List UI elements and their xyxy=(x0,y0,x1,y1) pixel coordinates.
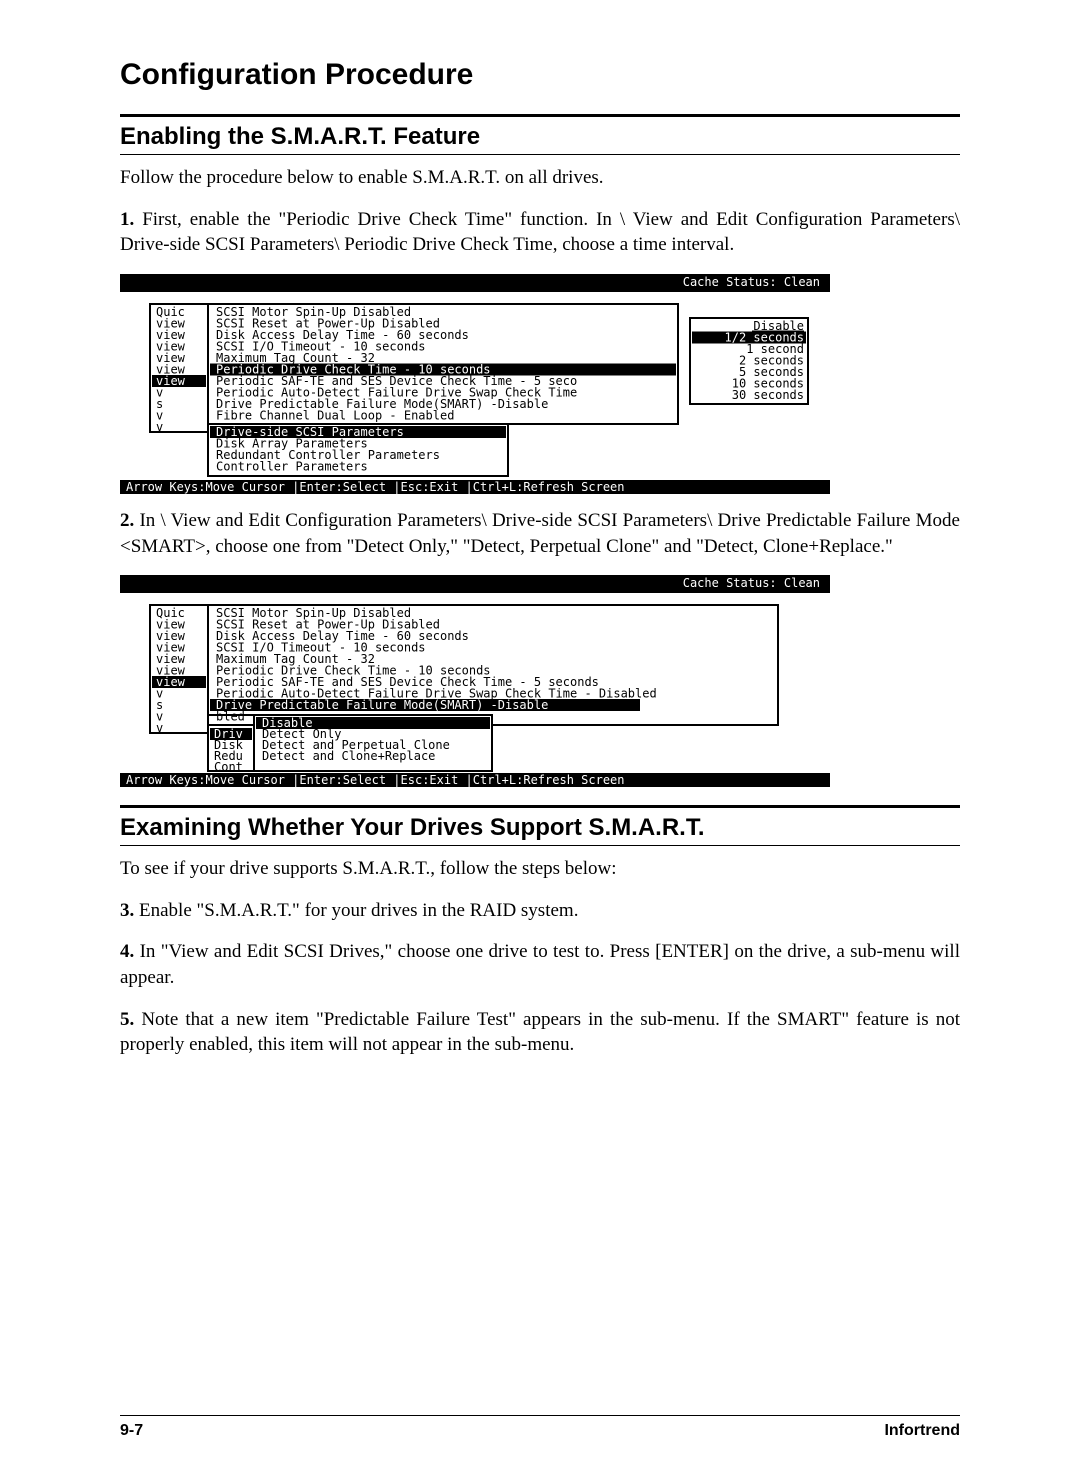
step-text: In \ View and Edit Configuration Paramet… xyxy=(120,510,960,557)
intro-text: Follow the procedure below to enable S.M… xyxy=(120,165,960,191)
brand: Infortrend xyxy=(884,1422,960,1440)
svg-text:Fibre Channel Dual Loop - Enab: Fibre Channel Dual Loop - Enabled xyxy=(216,408,454,422)
page-number: 9-7 xyxy=(120,1422,143,1440)
svg-text:Drive Predictable Failure Mode: Drive Predictable Failure Mode(SMART) -D… xyxy=(216,698,548,712)
svg-text:Detect and Clone+Replace: Detect and Clone+Replace xyxy=(262,749,435,763)
step-num: 5. xyxy=(120,1009,134,1030)
svg-text:v: v xyxy=(156,721,163,735)
terminal-screenshot-2: Cache Status: Clean Quicviewviewviewview… xyxy=(120,575,830,787)
divider xyxy=(120,845,960,846)
step-2: 2. In \ View and Edit Configuration Para… xyxy=(120,508,960,559)
page-title: Configuration Procedure xyxy=(120,58,960,92)
svg-text:Controller Parameters: Controller Parameters xyxy=(216,459,368,473)
svg-text:Cache Status: Clean: Cache Status: Clean xyxy=(683,576,820,590)
divider xyxy=(120,114,960,117)
step-num: 2. xyxy=(120,510,134,531)
svg-text:Arrow Keys:Move Cursor |Ente: Arrow Keys:Move Cursor |Enter:Select |Es… xyxy=(126,480,625,494)
step-1: 1. First, enable the "Periodic Drive Che… xyxy=(120,207,960,258)
section-title-1: Enabling the S.M.A.R.T. Feature xyxy=(120,123,960,151)
svg-text:30 seconds: 30 seconds xyxy=(732,388,804,402)
see-text: To see if your drive supports S.M.A.R.T.… xyxy=(120,856,960,882)
step-3: 3. Enable "S.M.A.R.T." for your drives i… xyxy=(120,898,960,924)
svg-text:Cont: Cont xyxy=(214,760,243,774)
step-num: 1. xyxy=(120,209,134,230)
step-text: First, enable the "Periodic Drive Check … xyxy=(120,209,960,256)
step-num: 3. xyxy=(120,900,134,921)
divider xyxy=(120,1415,960,1416)
terminal-screenshot-1: Cache Status: Clean Quicviewviewviewview… xyxy=(120,274,830,494)
step-text: Enable "S.M.A.R.T." for your drives in t… xyxy=(134,900,578,921)
divider xyxy=(120,805,960,808)
svg-text:Cache Status: Clean: Cache Status: Clean xyxy=(683,275,820,289)
svg-text:Arrow Keys:Move Cursor |Ente: Arrow Keys:Move Cursor |Enter:Select |Es… xyxy=(126,773,625,787)
page-footer: 9-7 Infortrend xyxy=(120,1415,960,1440)
step-text: Note that a new item "Predictable Failur… xyxy=(120,1009,960,1056)
svg-text:bled: bled xyxy=(216,710,245,724)
section-title-2: Examining Whether Your Drives Support S.… xyxy=(120,814,960,842)
svg-text:v: v xyxy=(156,420,163,434)
step-num: 4. xyxy=(120,941,134,962)
step-4: 4. In "View and Edit SCSI Drives," choos… xyxy=(120,939,960,990)
step-text: In "View and Edit SCSI Drives," choose o… xyxy=(120,941,960,988)
step-5: 5. Note that a new item "Predictable Fai… xyxy=(120,1007,960,1058)
divider xyxy=(120,154,960,155)
